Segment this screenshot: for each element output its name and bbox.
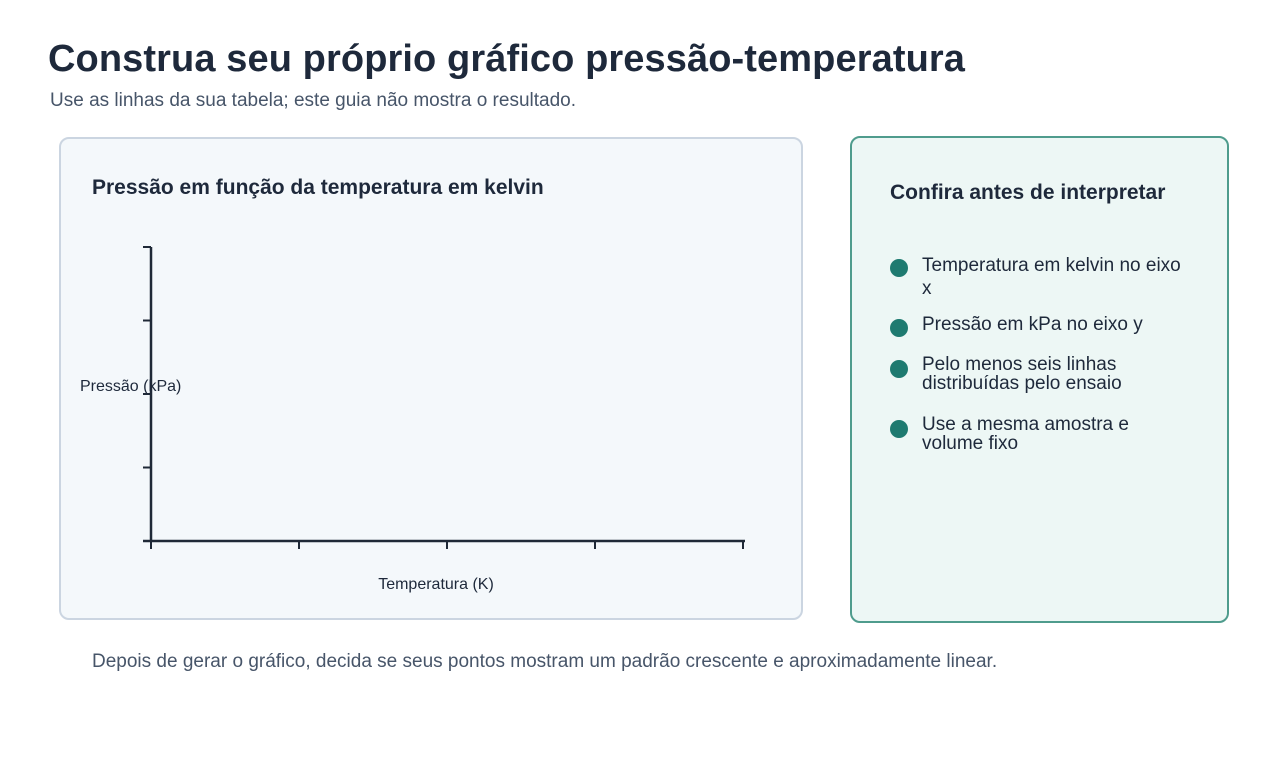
chart-svg: Pressão (kPa) Temperatura (K) <box>80 246 745 593</box>
y-axis-label: Pressão (kPa) <box>80 378 181 395</box>
footer-note: Depois de gerar o gráfico, decida se seu… <box>92 651 998 672</box>
page-subtitle: Use as linhas da sua tabela; este guia n… <box>50 90 576 111</box>
checklist-item-text: Pressão em kPa no eixo y <box>922 314 1143 335</box>
chart-title: Pressão em função da temperatura em kelv… <box>92 176 544 199</box>
checklist-card: Confira antes de interpretar Temperatura… <box>850 136 1229 623</box>
checklist-item-text: Temperatura em kelvin no eixo x <box>922 255 1181 299</box>
bullet-dot-icon <box>890 420 908 438</box>
bullet-dot-icon <box>890 360 908 378</box>
x-axis-ticks <box>150 541 744 549</box>
x-axis-label: Temperatura (K) <box>378 576 494 593</box>
chart-card: Pressão em função da temperatura em kelv… <box>59 137 803 620</box>
bullet-dot-icon <box>890 259 908 277</box>
checklist-title: Confira antes de interpretar <box>890 181 1166 204</box>
bullet-dot-icon <box>890 319 908 337</box>
page-title: Construa seu próprio gráfico pressão-tem… <box>48 38 966 80</box>
checklist-item-text: Pelo menos seis linhas distribuídas pelo… <box>922 354 1122 394</box>
checklist-item-text: Use a mesma amostra e volume fixo <box>922 414 1129 454</box>
